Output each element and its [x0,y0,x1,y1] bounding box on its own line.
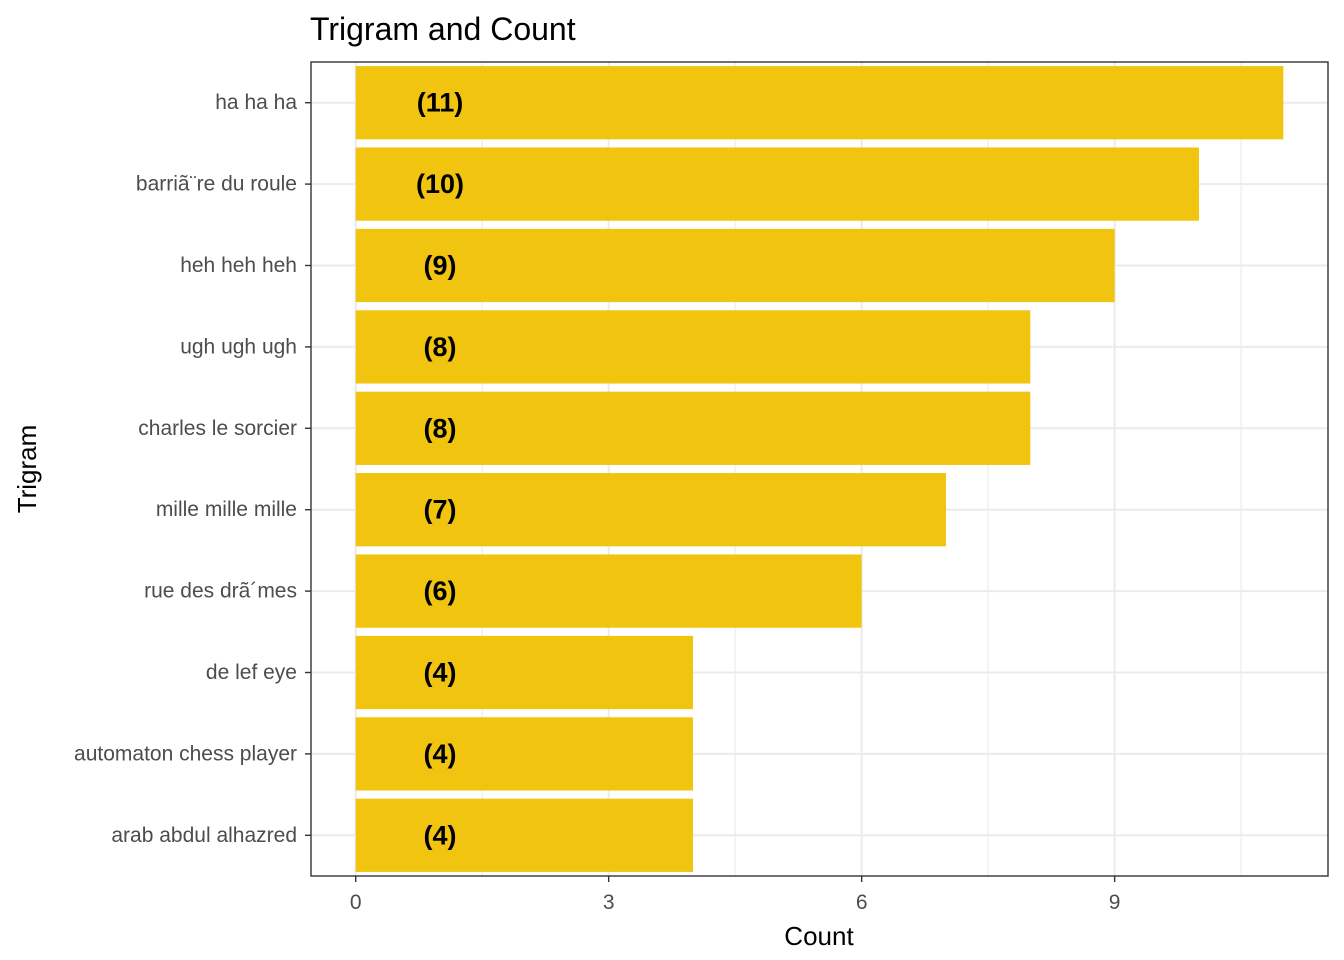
x-axis: 0 3 6 9 [350,876,1121,914]
bar-data-label: (8) [424,413,457,443]
y-tick-label: arab abdul alhazred [111,824,297,847]
y-tick-label: automaton chess player [74,742,297,765]
y-axis: ha ha ha barriã¨re du roule heh heh heh ugh… [74,91,311,847]
y-axis-title: Trigram [12,425,42,514]
bar [355,391,1031,465]
y-tick-label: rue des drã´mes [144,580,297,603]
bar-data-label: (4) [424,739,457,769]
bar-data-label: (4) [424,820,457,850]
y-tick-label: ugh ugh ugh [180,335,297,358]
bar [355,554,862,628]
bar-data-label: (4) [424,658,457,688]
bar-data-label: (11) [417,88,464,118]
bar [355,228,1115,303]
y-tick-label: heh heh heh [180,254,297,277]
x-tick-label: 3 [603,891,615,914]
bar [355,798,694,872]
bar-data-label: (8) [424,332,457,362]
bar [355,473,946,547]
panel-border [310,61,1329,877]
y-tick-label: charles le sorcier [138,417,297,440]
y-tick-label: ha ha ha [215,91,297,114]
bars [355,66,1284,872]
bar [355,635,694,710]
x-tick-label: 9 [1109,891,1121,914]
bar-data-label: (6) [424,576,457,606]
bar [355,66,1284,140]
y-tick-label: mille mille mille [156,498,297,521]
bar-data-label: (9) [424,251,457,281]
x-tick-label: 0 [350,891,362,914]
bar [355,717,694,791]
x-tick-label: 6 [856,891,868,914]
y-tick-label: barriã¨re du roule [136,173,297,196]
x-axis-title: Count [784,921,854,951]
chart-title: Trigram and Count [310,11,576,47]
bar [355,310,1031,384]
bar-data-label: (7) [424,495,457,525]
bar-data-label: (10) [416,169,464,199]
data-labels: (11) (10) (9) (8) (8) (7) (6) (4) (4) (4) [416,88,464,851]
y-tick-label: de lef eye [206,661,297,684]
bar [355,147,1199,221]
